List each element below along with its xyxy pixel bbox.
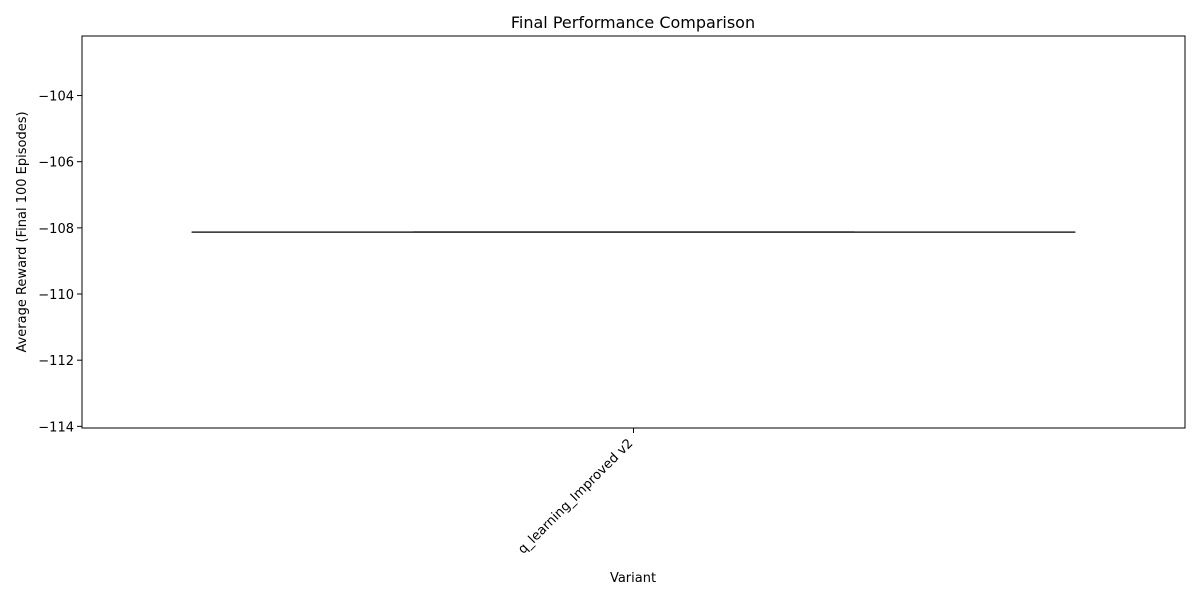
- y-tick-label: −104: [38, 90, 74, 105]
- y-tick-label: −106: [38, 156, 74, 171]
- y-tick-label: −108: [38, 222, 74, 237]
- y-tick-label: −110: [38, 288, 74, 303]
- plot-frame: [81, 35, 1186, 429]
- y-axis-label: Average Reward (Final 100 Episodes): [15, 111, 30, 352]
- x-axis-ticks: q_learning_Improved v2: [515, 428, 636, 557]
- y-axis-ticks: −114 −112 −110 −108 −106 −104: [38, 90, 82, 435]
- x-axis-label: Variant: [610, 571, 656, 586]
- y-tick-label: −114: [38, 420, 74, 435]
- chart-title: Final Performance Comparison: [511, 13, 755, 32]
- y-tick-label: −112: [38, 354, 74, 369]
- x-tick-label: q_learning_Improved v2: [515, 436, 636, 557]
